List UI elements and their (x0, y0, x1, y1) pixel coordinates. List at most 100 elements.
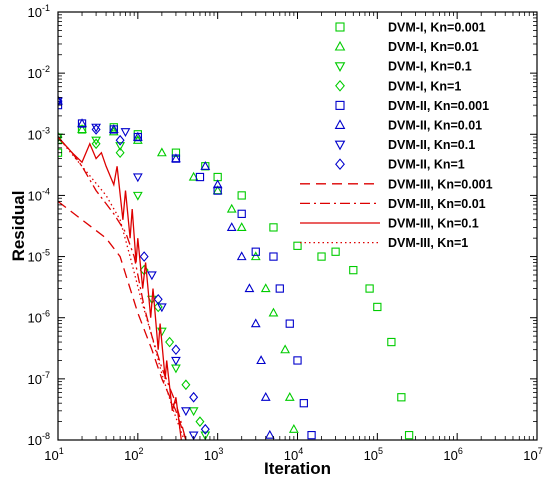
y-tick-label: 10-5 (28, 248, 50, 265)
series-dvm-iii-kn-0-1 (58, 136, 182, 440)
legend-marker (334, 62, 346, 72)
data-point (156, 303, 167, 313)
data-point (132, 173, 143, 183)
y-tick-label: 10-2 (28, 64, 50, 81)
legend-entry: DVM-I, Kn=1 (335, 79, 461, 93)
axes: 101 102 103 104 105 106 107 10-8 10-7 10-6 10-5 10-… (28, 3, 543, 463)
data-point (153, 301, 163, 313)
legend-marker (335, 22, 345, 32)
data-point (181, 407, 191, 417)
y-tick-label: 10-4 (28, 186, 50, 203)
data-point (317, 252, 326, 261)
data-point (349, 265, 358, 275)
data-point (181, 379, 191, 391)
data-point (226, 203, 237, 213)
data-point (108, 124, 119, 134)
legend-entry: DVM-III, Kn=1 (300, 236, 468, 250)
legend-entry: DVM-III, Kn=0.001 (300, 177, 493, 191)
data-point (288, 423, 299, 433)
legend-entry: DVM-I, Kn=0.001 (335, 21, 486, 35)
x-axis-title: Iteration (264, 459, 331, 478)
data-point (260, 391, 271, 401)
data-point (299, 399, 308, 408)
y-tick-label: 10-7 (28, 370, 50, 387)
data-point (132, 191, 143, 201)
legend-label: DVM-I, Kn=0.1 (388, 60, 472, 74)
data-point (58, 131, 63, 143)
data-point (236, 222, 247, 232)
data-point (397, 393, 406, 402)
series-dvm-i-kn-0-1 (58, 133, 211, 440)
x-tick-label: 106 (443, 446, 462, 463)
series-dvm-iii-kn-0-01 (58, 136, 187, 440)
legend-label: DVM-III, Kn=0.1 (388, 217, 479, 231)
data-point (236, 251, 247, 261)
legend-marker (335, 158, 345, 171)
y-tick-label: 10-6 (28, 309, 50, 326)
legend-label: DVM-II, Kn=0.001 (388, 99, 489, 113)
data-point (108, 126, 119, 136)
legend-label: DVM-III, Kn=0.001 (388, 177, 493, 191)
legend-marker (335, 100, 345, 110)
y-tick-label: 10-3 (28, 125, 50, 142)
data-point (77, 118, 87, 128)
legend-label: DVM-I, Kn=0.01 (388, 40, 479, 54)
series-dvm-iii-kn-0-001 (58, 200, 187, 440)
data-point (77, 124, 87, 134)
series-dvm-i-kn-0-01 (58, 124, 299, 433)
data-point (171, 364, 181, 374)
data-point (237, 191, 246, 200)
data-point (404, 431, 414, 440)
y-axis-title: Residual (9, 191, 28, 262)
series-dvm-ii-kn-0-01 (58, 95, 275, 439)
x-tick-label: 107 (523, 446, 542, 463)
data-point (250, 251, 261, 261)
data-point (331, 247, 340, 256)
data-point (120, 128, 131, 138)
data-point (285, 319, 294, 328)
series-dvm-iii-kn-1 (58, 136, 185, 440)
legend-entry: DVM-II, Kn=0.001 (335, 99, 489, 113)
legend-entry: DVM-III, Kn=0.01 (300, 197, 486, 211)
legend-label: DVM-II, Kn=0.01 (388, 119, 482, 133)
legend-entry: DVM-I, Kn=0.1 (334, 60, 472, 74)
legend-marker (335, 79, 345, 92)
data-point (171, 153, 181, 163)
series-line (58, 136, 185, 440)
legend: DVM-I, Kn=0.001 DVM-I, Kn=0.01 DVM-I, Kn=0… (300, 21, 493, 250)
data-point (275, 284, 284, 293)
data-point (115, 142, 126, 152)
data-point (269, 252, 278, 261)
data-point (365, 284, 374, 293)
data-point (91, 138, 101, 150)
data-point (251, 247, 260, 256)
data-point (147, 271, 157, 281)
data-point (195, 172, 205, 182)
data-point (188, 407, 199, 417)
data-point (212, 179, 223, 189)
data-point (284, 391, 295, 401)
data-point (264, 429, 275, 439)
legend-entry: DVM-III, Kn=0.1 (300, 217, 479, 231)
data-point (58, 97, 63, 107)
x-tick-label: 104 (284, 446, 303, 463)
series-dvm-ii-kn-1 (58, 95, 210, 435)
data-point (91, 136, 101, 146)
data-point (171, 148, 181, 157)
legend-label: DVM-III, Kn=0.01 (388, 197, 486, 211)
legend-entry: DVM-I, Kn=0.01 (334, 40, 479, 54)
data-point (250, 318, 261, 328)
data-point (139, 251, 149, 262)
series-line (58, 136, 187, 440)
data-point (115, 147, 125, 159)
data-point (256, 355, 266, 365)
data-point (171, 344, 181, 356)
data-point (244, 283, 255, 293)
data-point (226, 222, 237, 232)
data-point (115, 134, 125, 146)
x-tick-label: 103 (204, 446, 223, 463)
legend-label: DVM-II, Kn=0.1 (388, 138, 475, 152)
data-point (373, 302, 382, 312)
data-point (153, 293, 163, 305)
